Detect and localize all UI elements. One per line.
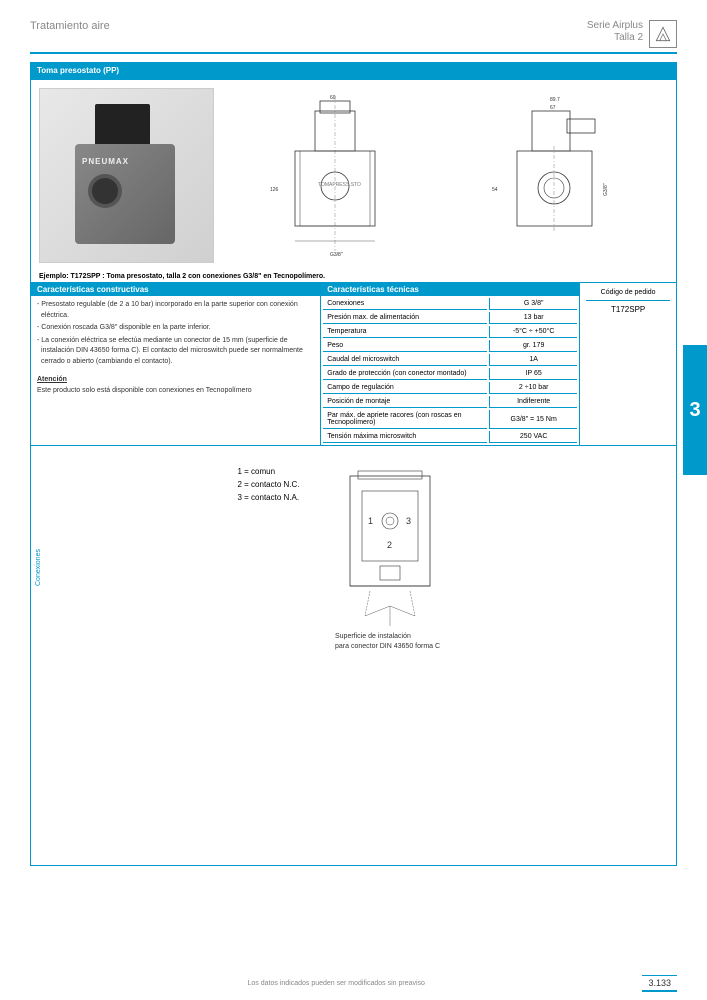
svg-text:2: 2 [387,540,392,550]
svg-text:TOMAPRESS.STO: TOMAPRESS.STO [318,182,361,188]
technical-table: ConexionesG 3/8" Presión max. de alimenta… [321,296,579,445]
svg-text:54: 54 [492,187,498,193]
svg-text:3: 3 [406,516,411,526]
attention-text: Este producto solo está disponible con c… [37,386,314,397]
header-size: Talla 2 [587,32,643,44]
table-row: Caudal del microswitch1A [323,354,577,366]
table-row: Grado de protección (con conector montad… [323,368,577,380]
main-content-box: PNEUMAX TOMAPRESS.STO G3/8" 60 [30,79,677,446]
legend-item: 2 = contacto N.C. [237,479,299,492]
connections-section: Conexiones 1 = comun2 = contacto N.C.3 =… [30,446,677,866]
tech-drawing-side: 89.7 67 G3/8" 54 [482,91,632,261]
page-number: 3.133 [642,975,677,992]
svg-text:89.7: 89.7 [550,97,560,103]
constructive-specs: Características constructivas - Presosta… [31,283,321,445]
product-photo: PNEUMAX [39,88,214,263]
constructive-item: - Presostato regulable (de 2 a 10 bar) i… [37,300,314,321]
order-code-value: T172SPP [586,305,670,314]
svg-text:67: 67 [550,105,556,111]
table-row: Presión max. de alimentación13 bar [323,312,577,324]
example-text: Ejemplo: T172SPP : Toma presostato, tall… [31,271,676,283]
photo-brand-label: PNEUMAX [82,157,129,166]
section-title: Toma presostato (PP) [30,62,677,79]
connections-legend: 1 = comun2 = contacto N.C.3 = contacto N… [237,466,299,504]
constructive-item: - La conexión eléctrica se efectúa media… [37,336,314,368]
brand-logo [649,20,677,48]
table-row: Posición de montajeIndiferente [323,396,577,408]
connections-diagram: 1 3 2 Superficie de instalación para con… [320,466,470,666]
table-row: Tensión máxima microswitch250 VAC [323,431,577,443]
technical-header: Características técnicas [321,283,579,296]
order-code-header: Código de pedido [586,289,670,301]
constructive-header: Características constructivas [31,283,320,296]
legend-item: 1 = comun [237,466,299,479]
svg-text:60: 60 [330,95,336,101]
svg-text:1: 1 [368,516,373,526]
table-row: Pesogr. 179 [323,340,577,352]
table-row: Campo de regulación2 ÷10 bar [323,382,577,394]
technical-specs: Características técnicas ConexionesG 3/8… [321,283,579,445]
example-bold: Ejemplo: T172SPP : Toma presostato, tall… [39,273,325,280]
table-row: ConexionesG 3/8" [323,298,577,310]
footer-disclaimer: Los datos indicados pueden ser modificad… [30,980,642,987]
connections-side-label: Conexiones [35,509,42,626]
header-left: Tratamiento aire [30,20,110,32]
table-row: Temperatura-5°C ÷ +50°C [323,326,577,338]
chapter-tab: 3 [683,345,707,475]
conn-note-line2: para conector DIN 43650 forma C [335,643,440,650]
header-series: Serie Airplus [587,20,643,32]
table-row: Par máx. de apriete racores (con roscas … [323,410,577,429]
constructive-list: - Presostato regulable (de 2 a 10 bar) i… [37,300,314,367]
conn-note-line1: Superficie de instalación [335,633,411,640]
page-footer: Los datos indicados pueden ser modificad… [0,975,707,992]
legend-item: 3 = contacto N.A. [237,492,299,505]
header-right: Serie Airplus Talla 2 [587,20,677,48]
order-code-panel: Código de pedido T172SPP [579,283,676,445]
technical-drawings: TOMAPRESS.STO G3/8" 60 126 89.7 [224,88,668,263]
attention-title: Atención [37,375,314,386]
tech-drawing-front: TOMAPRESS.STO G3/8" 60 126 [260,91,410,261]
svg-text:G3/8": G3/8" [330,252,343,258]
page-header: Tratamiento aire Serie Airplus Talla 2 [30,20,677,54]
svg-text:126: 126 [270,187,279,193]
svg-text:G3/8": G3/8" [603,183,609,196]
constructive-item: - Conexión roscada G3/8" disponible en l… [37,323,314,334]
